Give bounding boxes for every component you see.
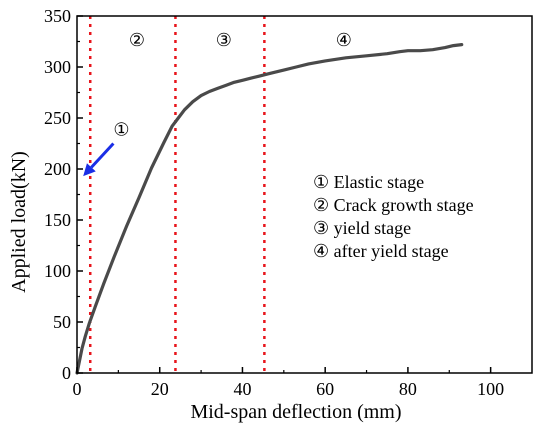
y-axis-title: Applied load(kN): [8, 151, 30, 293]
y-tick-label: 250: [44, 108, 71, 128]
annotation-label-elastic: ①: [113, 120, 129, 140]
annotation-arrow-shaft: [90, 142, 115, 169]
y-tick-label: 300: [44, 57, 71, 77]
x-tick-label: 60: [316, 379, 334, 399]
y-tick-label: 50: [53, 312, 71, 332]
legend-entry-yield: ③ yield stage: [313, 218, 411, 238]
stage-label-3: ③: [216, 30, 232, 50]
y-tick-label: 100: [44, 261, 71, 281]
legend: ① Elastic stage ② Crack growth stage ③ y…: [313, 172, 474, 261]
x-tick-label: 100: [477, 379, 504, 399]
x-tick-label: 20: [151, 379, 169, 399]
annotation-layer: ①: [83, 120, 129, 177]
y-tick-label: 0: [62, 363, 71, 383]
legend-entry-crack-growth: ② Crack growth stage: [313, 195, 474, 215]
x-tick-label: 80: [399, 379, 417, 399]
stage-divider-layer: ② ③ ④: [88, 16, 352, 373]
x-axis-title: Mid-span deflection (mm): [190, 401, 401, 423]
annotation-arrow-head: [83, 163, 96, 177]
y-tick-label: 200: [44, 159, 71, 179]
legend-entry-elastic: ① Elastic stage: [313, 172, 424, 192]
load-deflection-curve-1: [75, 43, 464, 375]
x-tick-label: 40: [233, 379, 251, 399]
stage-label-4: ④: [336, 30, 352, 50]
y-tick-label: 150: [44, 210, 71, 230]
series-layer: [75, 43, 464, 375]
x-tick-label: 0: [73, 379, 82, 399]
y-tick-label: 350: [44, 6, 71, 26]
legend-entry-after-yield: ④ after yield stage: [313, 241, 449, 261]
stage-label-2: ②: [129, 30, 145, 50]
axis-ticks: 0 20 40 60 80 100 0 50 100 150 200 250 300 350: [44, 6, 504, 399]
